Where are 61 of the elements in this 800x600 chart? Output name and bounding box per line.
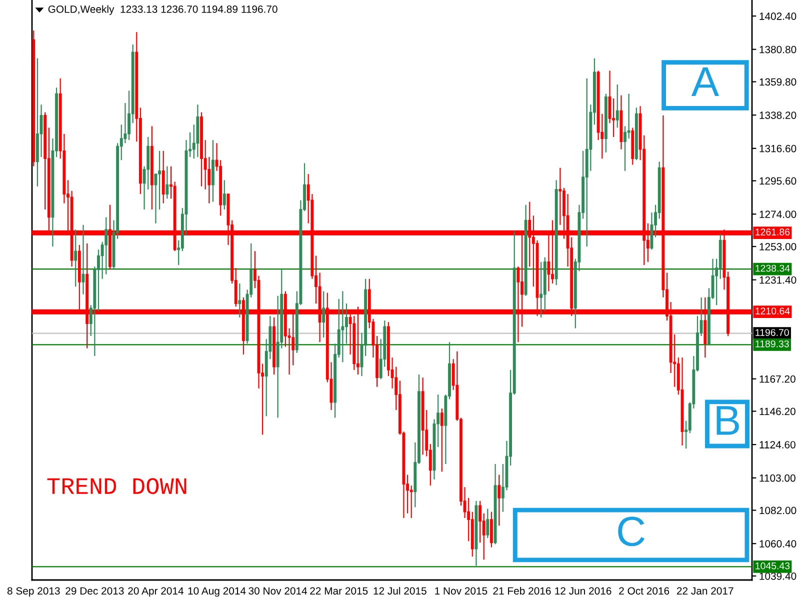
candlestick xyxy=(222,180,226,210)
x-tick-label: 29 Dec 2013 xyxy=(66,587,124,595)
x-tick-label: 21 Feb 2016 xyxy=(493,586,551,595)
x-tick-label: 30 Nov 2014 xyxy=(248,587,308,595)
candlestick xyxy=(162,150,165,204)
candlestick xyxy=(440,408,444,472)
candlestick xyxy=(166,166,169,200)
candlestick xyxy=(74,228,78,288)
ref-line-label: 1196.70 xyxy=(756,329,789,336)
x-tick-label: 22 Jan 2017 xyxy=(676,587,734,595)
candlestick xyxy=(322,290,326,338)
y-tick-label: 1146.20 xyxy=(760,408,796,416)
candlestick xyxy=(486,508,490,539)
y-tick-label: 1039.40 xyxy=(760,572,796,580)
candlestick xyxy=(238,282,242,318)
candlestick xyxy=(490,511,493,548)
ref-line-label: 1045.43 xyxy=(756,562,790,570)
y-tick-label: 1274.00 xyxy=(760,210,796,218)
candlestick xyxy=(498,474,501,526)
candlestick xyxy=(650,212,654,250)
x-tick-label: 2 Oct 2016 xyxy=(619,587,670,595)
y-tick-label: 1402.40 xyxy=(760,12,796,20)
y-tick-label: 1380.80 xyxy=(760,46,796,54)
annotation: A xyxy=(691,67,720,96)
candlestick xyxy=(627,93,630,140)
x-tick-label: 8 Sep 2013 xyxy=(7,587,60,597)
ref-line-label: 1189.33 xyxy=(756,340,789,348)
candlestick xyxy=(341,290,344,363)
candlestick xyxy=(104,216,108,275)
candlestick xyxy=(616,84,619,128)
candlestick xyxy=(158,150,162,210)
y-tick-label: 1060.40 xyxy=(760,540,796,548)
y-tick-label: 1253.00 xyxy=(760,243,796,250)
candlestick xyxy=(345,303,348,344)
y-tick-label: 1295.60 xyxy=(760,177,796,185)
y-tick-label: 1338.20 xyxy=(760,112,796,119)
x-tick-label: 20 Apr 2014 xyxy=(128,587,184,597)
annotation: C xyxy=(618,516,644,546)
annotation: B xyxy=(716,406,739,435)
y-tick-label: 1316.60 xyxy=(760,144,796,152)
ref-line-label: 1238.34 xyxy=(756,264,790,272)
annotation: TREND DOWN xyxy=(47,478,186,494)
y-tick-label: 1167.20 xyxy=(760,375,796,383)
x-tick-label: 12 Jul 2015 xyxy=(374,586,426,595)
x-tick-label: 10 Aug 2014 xyxy=(188,587,246,597)
chart-title: GOLD,Weekly 1233.13 1236.70 1194.89 1196.70 xyxy=(48,5,278,15)
candlestick xyxy=(540,261,543,318)
candlestick xyxy=(410,485,413,519)
y-tick-label: 1082.00 xyxy=(760,506,796,514)
x-tick-label: 22 Mar 2015 xyxy=(310,587,368,595)
candlestick xyxy=(624,126,626,172)
y-tick-label: 1124.60 xyxy=(760,441,796,448)
x-tick-label: 1 Nov 2015 xyxy=(435,587,488,595)
ref-line-label: 1261.86 xyxy=(756,228,790,236)
candlestick xyxy=(558,167,562,226)
y-tick-label: 1359.80 xyxy=(760,78,796,86)
y-tick-label: 1103.00 xyxy=(760,474,796,482)
candlestick xyxy=(478,500,482,544)
y-tick-label: 1231.40 xyxy=(760,276,796,284)
x-tick-label: 12 Jun 2016 xyxy=(555,587,612,595)
ref-line-label: 1210.64 xyxy=(756,308,790,314)
